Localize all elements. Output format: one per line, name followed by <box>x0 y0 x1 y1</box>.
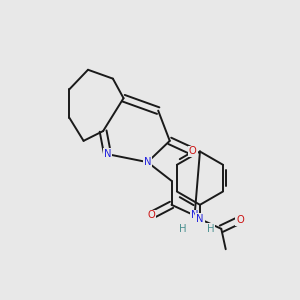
Text: N: N <box>144 157 151 167</box>
Text: H: H <box>207 224 214 234</box>
Text: O: O <box>147 211 155 220</box>
Text: H: H <box>179 224 187 234</box>
Text: N: N <box>104 149 111 159</box>
Text: N: N <box>191 211 198 220</box>
Text: N: N <box>196 214 204 224</box>
Text: O: O <box>236 215 244 225</box>
Text: O: O <box>189 146 197 157</box>
